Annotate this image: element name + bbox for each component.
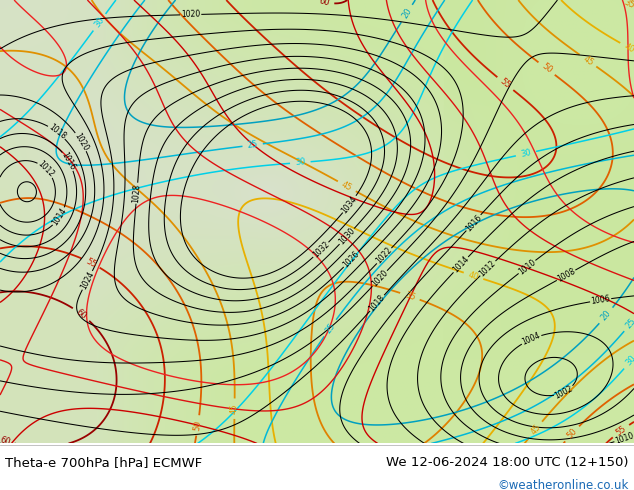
Text: 60: 60 [0,435,11,446]
Text: 1032: 1032 [311,240,331,260]
Text: 1034: 1034 [340,194,359,215]
Text: 1018: 1018 [367,293,387,313]
Text: 50: 50 [540,62,553,75]
Text: 1016: 1016 [463,213,483,233]
Text: 1016: 1016 [60,150,77,172]
Text: 1008: 1008 [555,267,577,284]
Text: 35: 35 [403,290,417,302]
Text: 25: 25 [247,140,259,150]
Text: 1020: 1020 [72,131,90,152]
Text: ©weatheronline.co.uk: ©weatheronline.co.uk [498,479,629,490]
Text: 50: 50 [565,427,579,441]
Text: 25: 25 [323,321,337,335]
Text: 30: 30 [624,354,634,368]
Text: 1026: 1026 [341,249,361,270]
Text: 1018: 1018 [46,122,67,142]
Text: 30: 30 [295,158,306,168]
Text: We 12-06-2024 18:00 UTC (12+150): We 12-06-2024 18:00 UTC (12+150) [387,456,629,468]
Text: 45: 45 [529,423,542,437]
Text: 20: 20 [599,309,613,322]
Text: 1010: 1010 [517,257,538,276]
Text: 40: 40 [623,41,634,54]
Text: 1028: 1028 [132,183,142,203]
Text: 1002: 1002 [553,384,574,400]
Text: 1004: 1004 [521,331,542,347]
Text: 1014: 1014 [51,206,68,227]
Text: 1006: 1006 [590,294,611,306]
Text: 30: 30 [93,15,107,29]
Text: 20: 20 [400,7,413,21]
Text: 60: 60 [318,0,330,7]
Text: 60: 60 [74,307,88,321]
Text: 1024: 1024 [79,270,96,291]
Text: 1020: 1020 [181,10,200,20]
Text: Theta-e 700hPa [hPa] ECMWF: Theta-e 700hPa [hPa] ECMWF [5,456,202,468]
Text: 45: 45 [340,180,354,193]
Text: 40: 40 [467,270,480,282]
Text: 1012: 1012 [36,159,56,179]
Text: 1022: 1022 [374,246,394,266]
Text: 1020: 1020 [370,269,390,289]
Text: 55: 55 [498,77,512,91]
Text: 55: 55 [84,256,98,269]
Text: 50: 50 [193,419,203,431]
Text: 1012: 1012 [478,258,498,278]
Text: 1030: 1030 [337,226,357,246]
Text: 1014: 1014 [451,255,470,275]
Text: 45: 45 [581,54,595,67]
Text: 1010: 1010 [614,431,634,446]
Text: 30: 30 [520,148,532,159]
Text: 55: 55 [614,424,628,438]
Text: 25: 25 [624,317,634,330]
Text: 45: 45 [230,403,239,414]
Text: 35: 35 [623,0,634,10]
